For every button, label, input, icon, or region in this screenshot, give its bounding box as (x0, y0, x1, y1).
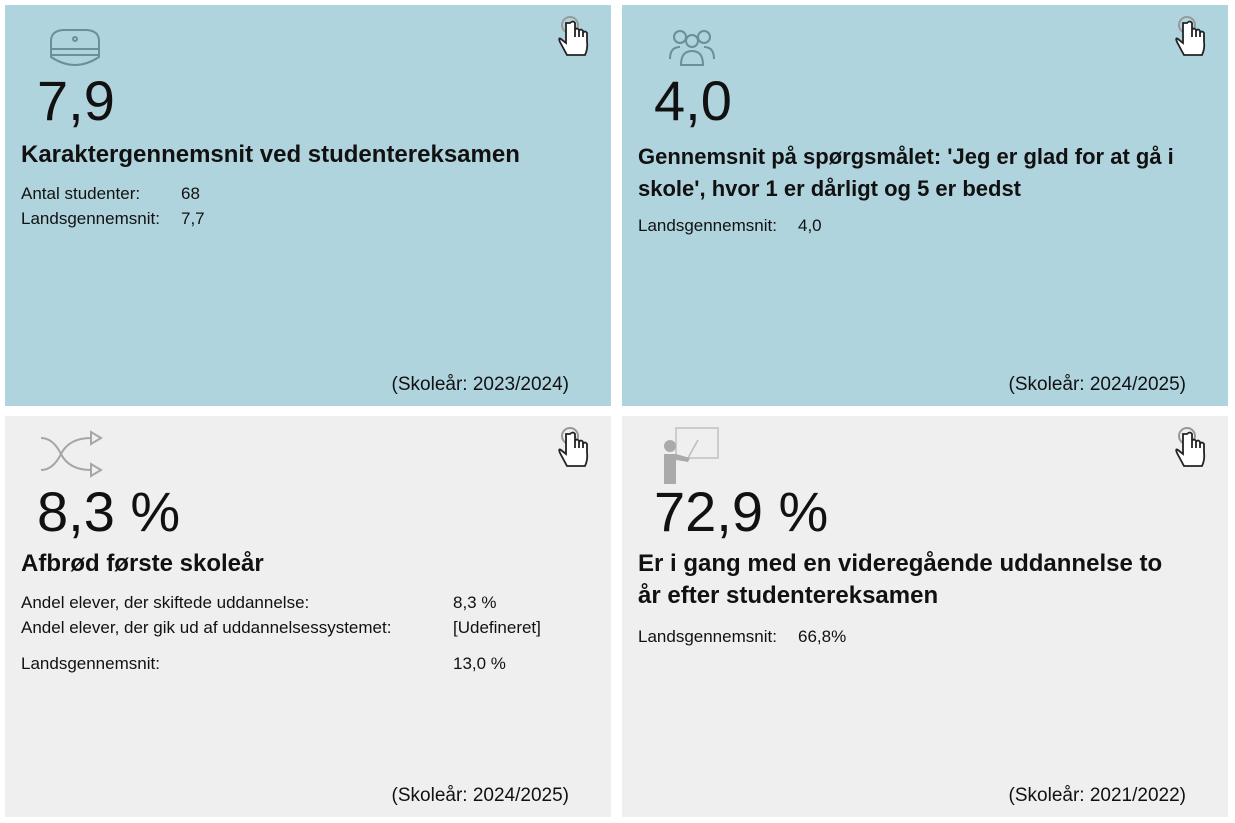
detail-value: 68 (181, 184, 200, 203)
people-group-icon (669, 30, 715, 66)
card-higher-education[interactable]: 72,9 % Er i gang med en videregående udd… (622, 416, 1228, 817)
card-title: Afbrød første skoleår (21, 550, 264, 577)
detail-label: Landsgennemsnit: (638, 627, 777, 646)
details: Andel elever, der skiftede uddannelse: 8,… (21, 590, 541, 676)
card-school-happiness[interactable]: 4,0 Gennemsnit på spørgsmålet: 'Jeg er g… (622, 5, 1228, 406)
card-title: Gennemsnit på spørgsmålet: 'Jeg er glad … (638, 144, 1174, 201)
detail-label: Landsgennemsnit: (21, 654, 160, 673)
card-exam-average[interactable]: 7,9 Karaktergennemsnit ved studentereksa… (5, 5, 611, 406)
metric-value: 7,9 (37, 69, 115, 132)
detail-label: Andel elever, der skiftede uddannelse: (21, 593, 310, 612)
detail-label: Andel elever, der gik ud af uddannelsess… (21, 618, 392, 637)
school-year: (Skoleår: 2024/2025) (1008, 374, 1186, 395)
card-title: Karaktergennemsnit ved studentereksamen (21, 141, 520, 168)
tap-hand-icon[interactable] (557, 15, 593, 61)
metric-value: 4,0 (654, 69, 732, 132)
card-dropout[interactable]: 8,3 % Afbrød første skoleår Andel elever… (5, 416, 611, 817)
school-year: (Skoleår: 2021/2022) (1008, 785, 1186, 806)
card-title: Er i gang med en videregående uddannelse… (638, 550, 1163, 609)
shuffle-icon (40, 430, 103, 478)
detail-value: 66,8% (798, 627, 847, 646)
detail-label: Antal studenter: (21, 184, 141, 203)
school-year: (Skoleår: 2023/2024) (391, 374, 569, 395)
student-cap-icon (50, 29, 100, 66)
tap-hand-icon[interactable] (1174, 426, 1210, 472)
metric-value: 72,9 % (654, 480, 829, 543)
detail-label: Landsgennemsnit: (638, 216, 777, 235)
tap-hand-icon[interactable] (557, 426, 593, 472)
details: Antal studenter: 68 Landsgennemsnit: 7,7 (21, 181, 205, 231)
detail-value: 13,0 % (453, 654, 506, 673)
detail-value: [Udefineret] (453, 618, 541, 637)
details: Landsgennemsnit: 66,8% (638, 624, 846, 649)
details: Landsgennemsnit: 4,0 (638, 213, 822, 238)
tap-hand-icon[interactable] (1174, 15, 1210, 61)
teacher-board-icon (664, 427, 719, 484)
metric-value: 8,3 % (37, 480, 181, 543)
school-year: (Skoleår: 2024/2025) (391, 785, 569, 806)
detail-value: 8,3 % (453, 593, 497, 612)
detail-value: 4,0 (798, 216, 822, 235)
detail-label: Landsgennemsnit: (21, 209, 160, 228)
detail-value: 7,7 (181, 209, 205, 228)
